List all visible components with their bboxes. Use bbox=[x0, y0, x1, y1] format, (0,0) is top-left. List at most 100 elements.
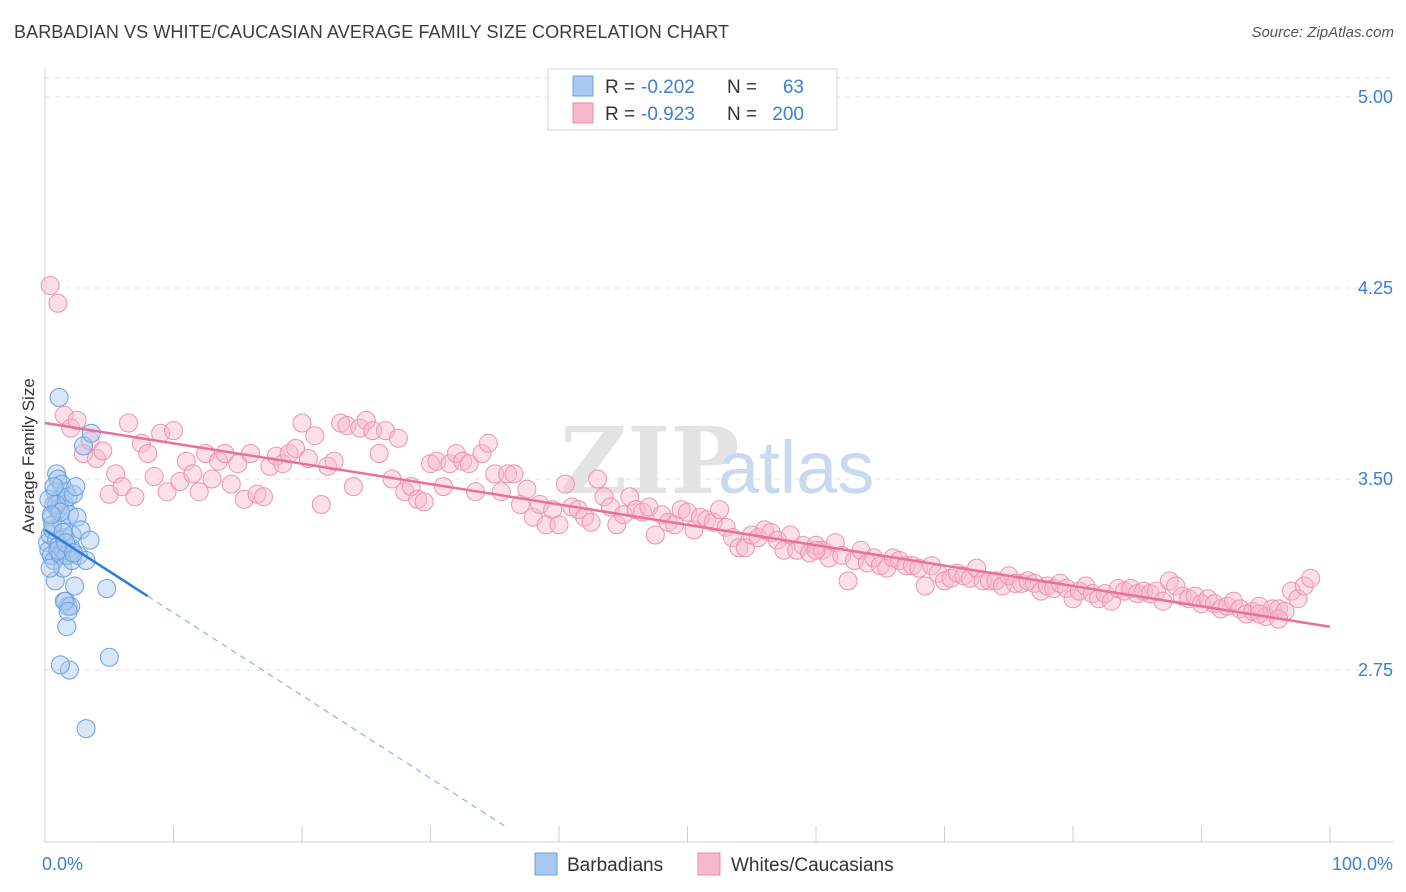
legend-box bbox=[547, 68, 838, 131]
white-point-38 bbox=[286, 438, 306, 458]
legend-swatch-barbadians bbox=[572, 75, 594, 97]
white-point-2 bbox=[54, 405, 74, 425]
white-point-74 bbox=[517, 479, 537, 499]
barbadian-point-62 bbox=[41, 505, 61, 525]
white-point-67 bbox=[472, 444, 492, 463]
white-point-28 bbox=[221, 474, 241, 494]
series-legend: Barbadians Whites/Caucasians bbox=[534, 852, 894, 876]
legend-swatch-whites bbox=[572, 102, 594, 124]
y-tick-label-0: 5.00 bbox=[1358, 87, 1393, 107]
barbadian-point-52 bbox=[54, 591, 74, 611]
white-point-13 bbox=[125, 487, 145, 507]
axes bbox=[44, 68, 1393, 843]
y-tick-label-1: 4.25 bbox=[1358, 278, 1393, 298]
legend-r-value-1: -0.923 bbox=[641, 104, 695, 125]
barbadian-point-56 bbox=[39, 489, 59, 509]
x-tick-label-0: 0.0% bbox=[42, 854, 83, 874]
barbadian-point-27 bbox=[57, 617, 77, 637]
white-point-136 bbox=[915, 576, 935, 596]
white-point-15 bbox=[138, 444, 158, 463]
barbadian-point-45 bbox=[81, 423, 101, 443]
barbadian-point-33 bbox=[61, 596, 81, 616]
white-point-23 bbox=[189, 482, 209, 502]
white-point-0 bbox=[40, 276, 60, 295]
barbadian-point-51 bbox=[40, 558, 60, 578]
white-point-88 bbox=[607, 515, 627, 535]
white-point-69 bbox=[485, 464, 505, 484]
white-trend-line bbox=[44, 421, 1331, 628]
white-point-195 bbox=[1294, 576, 1314, 596]
white-point-44 bbox=[324, 451, 344, 471]
white-point-19 bbox=[164, 421, 183, 441]
white-point-193 bbox=[1282, 581, 1301, 601]
white-point-90 bbox=[620, 487, 640, 507]
legend-r-label-1: R = bbox=[605, 104, 635, 125]
x-tick-label-1: 100.0% bbox=[1332, 854, 1393, 874]
white-point-8 bbox=[93, 441, 113, 461]
barbadian-point-55 bbox=[76, 719, 96, 739]
white-point-16 bbox=[144, 467, 164, 486]
white-point-39 bbox=[292, 413, 312, 433]
white-point-104 bbox=[710, 500, 730, 520]
white-point-10 bbox=[106, 464, 126, 484]
legend-n-value-1: 200 bbox=[772, 104, 804, 125]
chart-title: BARBADIAN VS WHITE/CAUCASIAN AVERAGE FAM… bbox=[14, 22, 730, 42]
barbadian-point-44 bbox=[80, 530, 100, 550]
white-point-147 bbox=[986, 571, 1006, 591]
white-point-175 bbox=[1166, 576, 1186, 596]
white-point-58 bbox=[414, 492, 434, 512]
watermark-zip: ZIP bbox=[560, 407, 739, 515]
white-point-33 bbox=[254, 487, 273, 507]
white-point-86 bbox=[594, 487, 614, 507]
x-tick-labels: 0.0% 100.0% bbox=[42, 854, 1393, 874]
white-point-26 bbox=[209, 451, 228, 471]
gridlines bbox=[45, 77, 1393, 671]
white-point-21 bbox=[176, 451, 196, 471]
trend-lines bbox=[44, 421, 1331, 829]
white-point-71 bbox=[498, 464, 518, 484]
white-point-5 bbox=[74, 444, 93, 463]
white-point-41 bbox=[305, 426, 325, 446]
barbadian-point-36 bbox=[63, 484, 83, 504]
white-point-30 bbox=[234, 489, 254, 509]
white-point-79 bbox=[549, 515, 569, 535]
barbadian-trend-extension bbox=[147, 595, 508, 829]
barbadian-point-31 bbox=[59, 660, 79, 680]
barbadian-point-46 bbox=[97, 579, 117, 598]
white-point-54 bbox=[388, 428, 408, 448]
legend-r-value-0: -0.202 bbox=[641, 77, 695, 98]
correlation-legend: R = -0.202 N = 63 R = -0.923 N = 200 bbox=[547, 68, 838, 131]
barbadian-trend-line bbox=[44, 528, 149, 598]
white-point-107 bbox=[729, 538, 749, 558]
barbadian-point-47 bbox=[99, 647, 119, 667]
white-point-99 bbox=[678, 502, 697, 522]
white-point-80 bbox=[555, 474, 575, 494]
y-axis-title: Average Family Size bbox=[19, 378, 38, 534]
legend-n-label-0: N = bbox=[727, 77, 757, 98]
barbadian-point-35 bbox=[62, 551, 82, 570]
white-point-84 bbox=[581, 512, 601, 532]
watermark-atlas: atlas bbox=[718, 426, 874, 509]
data-points bbox=[38, 276, 1321, 739]
barbadian-point-15 bbox=[49, 388, 69, 407]
white-point-72 bbox=[504, 464, 524, 484]
white-point-34 bbox=[260, 456, 280, 476]
barbadian-point-54 bbox=[50, 655, 70, 675]
barbadian-point-53 bbox=[58, 601, 78, 621]
white-point-1 bbox=[48, 293, 68, 313]
watermark: ZIP atlas bbox=[560, 407, 874, 515]
y-tick-labels: 5.00 4.25 3.50 2.75 bbox=[1358, 87, 1393, 680]
white-point-46 bbox=[337, 416, 357, 435]
barbadian-point-37 bbox=[65, 576, 85, 596]
white-point-103 bbox=[703, 512, 723, 532]
white-point-7 bbox=[86, 449, 106, 469]
white-point-68 bbox=[478, 433, 498, 453]
white-point-22 bbox=[183, 464, 203, 484]
y-tick-label-3: 2.75 bbox=[1358, 660, 1393, 680]
legend-n-value-0: 63 bbox=[783, 77, 804, 98]
bottom-legend-whites: Whites/Caucasians bbox=[731, 855, 894, 876]
white-point-65 bbox=[459, 454, 479, 474]
white-point-124 bbox=[838, 571, 858, 591]
white-point-85 bbox=[588, 469, 607, 489]
